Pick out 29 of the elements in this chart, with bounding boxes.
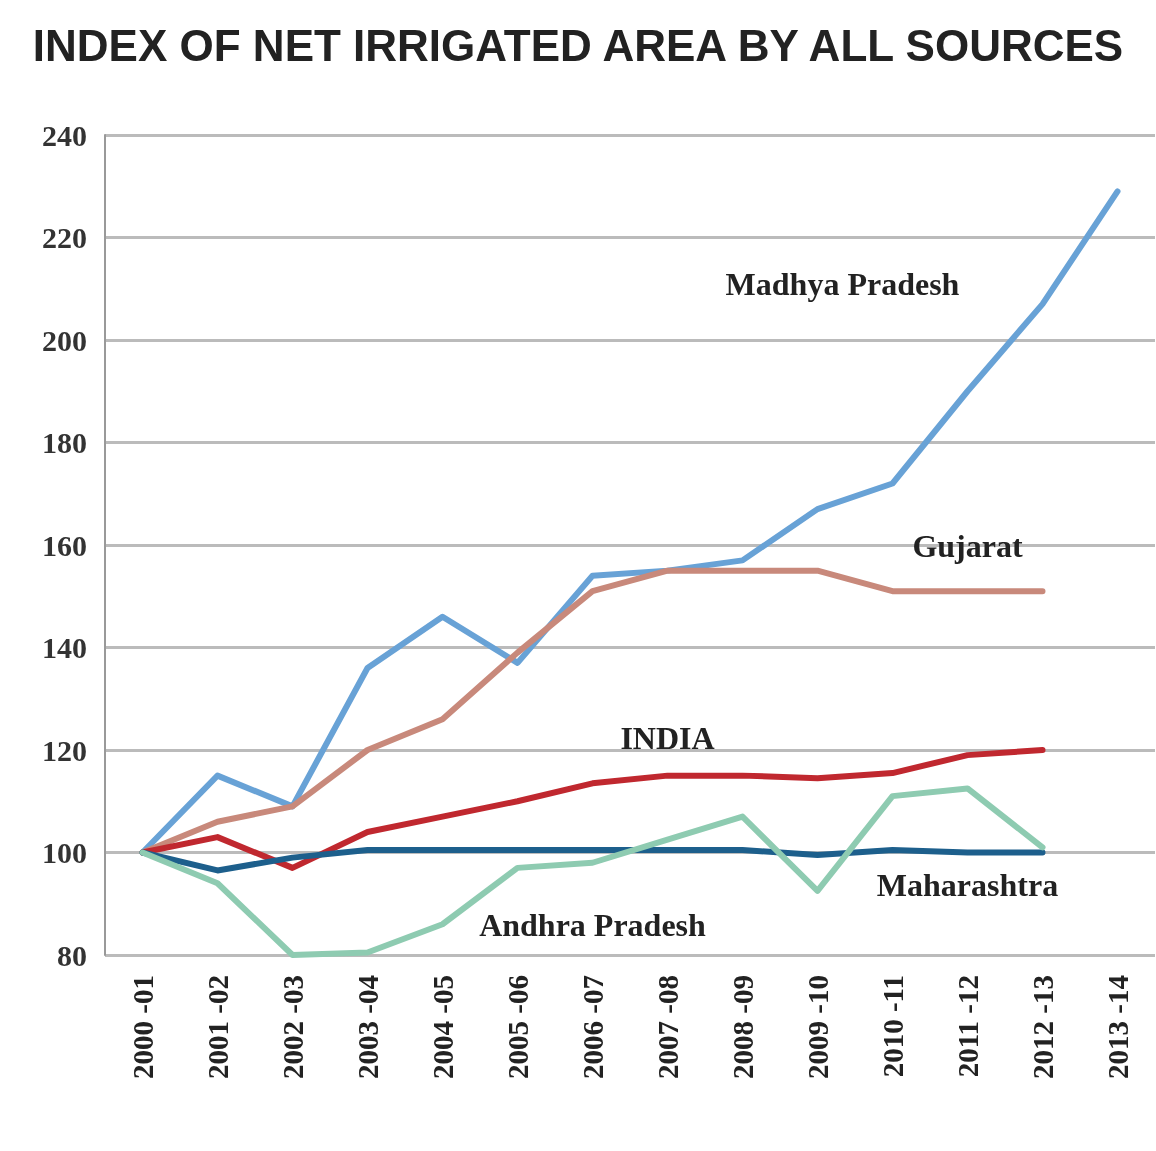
x-tick-label: 2010 -11 xyxy=(876,975,909,1078)
x-tick-label: 2004 -05 xyxy=(426,975,459,1079)
x-tick-label: 2006 -07 xyxy=(576,975,609,1079)
x-tick-label: 2007 -08 xyxy=(651,975,684,1079)
x-tick-label: 2002 -03 xyxy=(276,975,309,1079)
x-tick-label: 2011 -12 xyxy=(951,975,984,1078)
y-tick-label: 100 xyxy=(42,836,87,869)
series-label: Maharashtra xyxy=(876,866,1059,903)
x-tick-label: 2012 -13 xyxy=(1026,975,1059,1079)
y-tick-label: 80 xyxy=(57,938,87,972)
x-tick-label: 2009 -10 xyxy=(801,975,834,1079)
series-label: Andhra Pradesh xyxy=(479,906,707,943)
chart-title: INDEX OF NET IRRIGATED AREA BY ALL SOURCES xyxy=(32,20,1124,70)
series-label: Gujarat xyxy=(912,528,1023,565)
x-tick-label: 2008 -09 xyxy=(726,975,759,1079)
x-tick-label: 2013 -14 xyxy=(1101,975,1134,1079)
y-tick-label: 240 xyxy=(42,118,87,152)
y-tick-label: 180 xyxy=(42,426,87,459)
series-label: INDIA xyxy=(620,719,715,756)
y-tick-label: 220 xyxy=(42,221,87,254)
x-tick-label: 2000 -01 xyxy=(126,975,159,1079)
y-tick-label: 200 xyxy=(42,323,87,357)
y-tick-label: 120 xyxy=(42,733,87,767)
x-tick-label: 2001 -02 xyxy=(201,975,234,1079)
x-tick-label: 2005 -06 xyxy=(501,975,534,1079)
y-tick-label: 140 xyxy=(42,631,87,664)
x-tick-label: 2003 -04 xyxy=(351,975,384,1079)
text: Madhya Pradesh xyxy=(725,266,960,303)
y-tick-label: 160 xyxy=(42,528,87,562)
